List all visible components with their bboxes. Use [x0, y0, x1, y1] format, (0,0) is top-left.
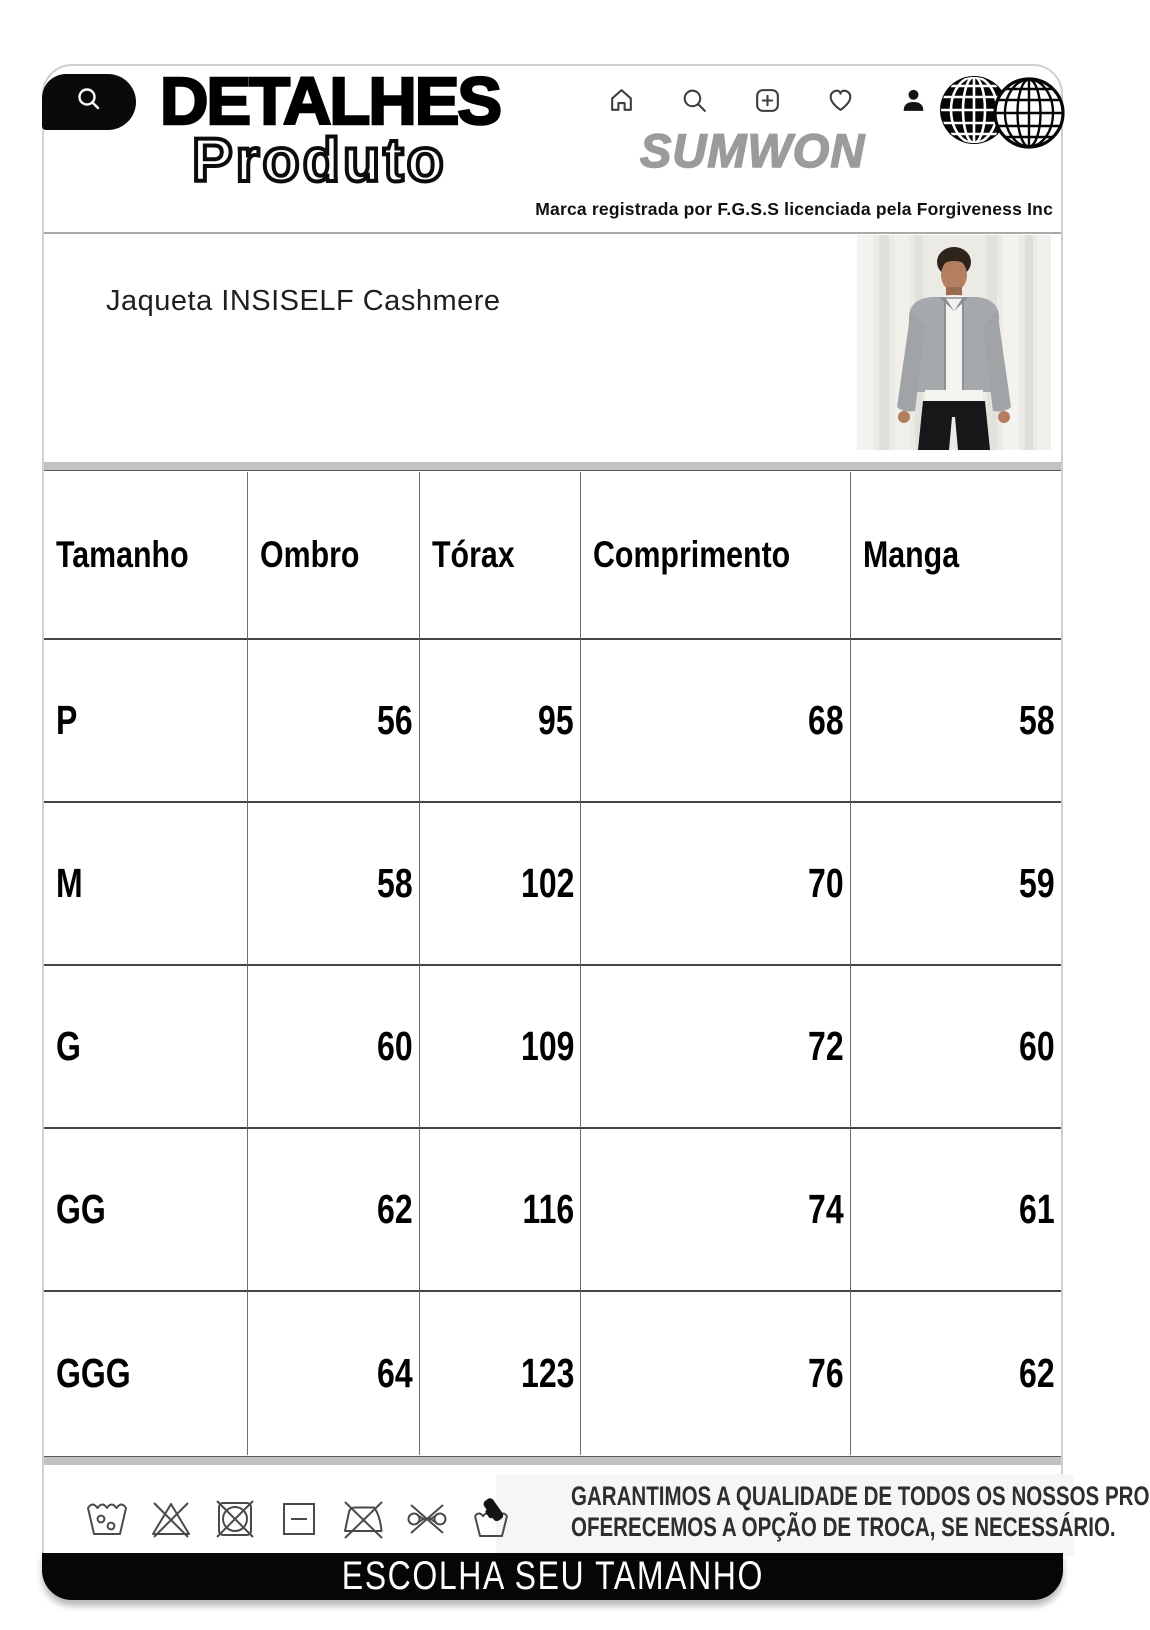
product-detail-card: DETALHES Produto SUMWON	[42, 64, 1150, 1600]
table-value: 76	[581, 1292, 851, 1455]
new-post-icon[interactable]	[753, 86, 782, 115]
col-header-torax: Tórax	[420, 472, 581, 640]
table-value: 116	[420, 1129, 581, 1292]
page-title-primary: DETALHES	[159, 64, 504, 139]
table-value: 70	[581, 803, 851, 966]
col-header-manga: Manga	[851, 472, 1061, 640]
dry-flat-icon	[283, 1503, 315, 1535]
product-photo	[857, 235, 1051, 450]
size-label: G	[44, 966, 248, 1129]
guarantee-line-1: GARANTIMOS A QUALIDADE DE TODOS OS NOSSO…	[571, 1481, 1150, 1511]
table-top-band	[44, 462, 1061, 471]
table-bottom-band	[44, 1456, 1061, 1465]
brand-wordmark: SUMWON	[639, 123, 866, 178]
size-label: GGG	[44, 1292, 248, 1455]
table-value: 123	[420, 1292, 581, 1455]
choose-size-label: ESCOLHA SEU TAMANHO	[341, 1554, 764, 1598]
choose-size-button[interactable]: ESCOLHA SEU TAMANHO	[42, 1553, 1063, 1600]
table-value: 61	[851, 1129, 1061, 1292]
care-symbols-row	[84, 1494, 514, 1540]
col-header-comprimento: Comprimento	[581, 472, 851, 640]
product-name: Jaqueta INSISELF Cashmere	[106, 285, 501, 317]
table-value: 59	[851, 803, 1061, 966]
machine-wash-icon	[87, 1503, 127, 1535]
hand-wash-icon	[474, 1498, 508, 1537]
page-title-secondary: Produto	[190, 126, 447, 194]
col-header-ombro: Ombro	[248, 472, 420, 640]
table-value: 68	[581, 640, 851, 803]
table-value: 60	[851, 966, 1061, 1129]
table-value: 95	[420, 640, 581, 803]
guarantee-panel	[496, 1474, 1074, 1556]
size-label: P	[44, 640, 248, 803]
table-value: 58	[851, 640, 1061, 803]
heart-icon[interactable]	[826, 86, 855, 115]
size-table: Tamanho Ombro Tórax Comprimento Manga P …	[44, 472, 1061, 1456]
table-value: 58	[248, 803, 420, 966]
table-value: 62	[851, 1292, 1061, 1455]
table-value: 109	[420, 966, 581, 1129]
globe-outline-icon	[993, 77, 1065, 149]
col-header-tamanho: Tamanho	[44, 472, 248, 640]
header-divider	[44, 232, 1061, 234]
no-iron-icon	[344, 1501, 383, 1539]
no-wring-icon	[407, 1504, 447, 1534]
nav-icon-row	[607, 86, 928, 115]
search-icon	[71, 82, 107, 123]
search-icon[interactable]	[680, 86, 709, 115]
table-value: 62	[248, 1129, 420, 1292]
table-value: 72	[581, 966, 851, 1129]
table-value: 60	[248, 966, 420, 1129]
guarantee-text: GARANTIMOS A QUALIDADE DE TODOS OS NOSSO…	[571, 1481, 1150, 1544]
no-tumble-dry-icon	[216, 1500, 254, 1538]
guarantee-line-2: OFERECEMOS A OPÇÃO DE TROCA, SE NECESSÁR…	[571, 1512, 1116, 1543]
table-value: 102	[420, 803, 581, 966]
no-bleach-icon	[152, 1502, 190, 1538]
brand-logo	[938, 72, 1066, 154]
trademark-note: Marca registrada por F.G.S.S licenciada …	[535, 199, 1053, 219]
size-label: M	[44, 803, 248, 966]
profile-icon[interactable]	[899, 86, 928, 115]
table-value: 64	[248, 1292, 420, 1455]
size-label: GG	[44, 1129, 248, 1292]
table-value: 56	[248, 640, 420, 803]
home-icon[interactable]	[607, 86, 636, 115]
table-value: 74	[581, 1129, 851, 1292]
search-button[interactable]	[42, 74, 136, 130]
